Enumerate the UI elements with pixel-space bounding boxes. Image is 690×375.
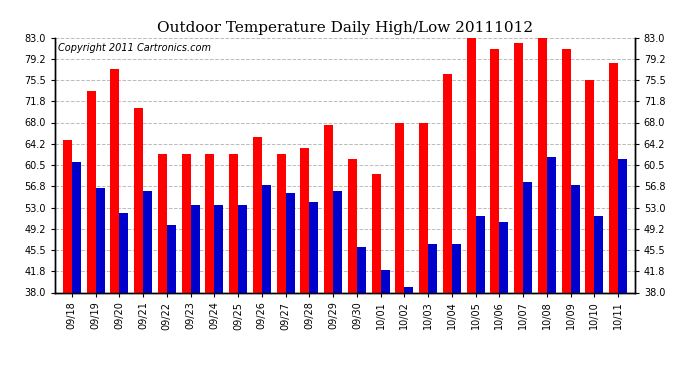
Bar [500,222,509,292]
Bar [63,140,72,292]
Bar [158,154,167,292]
Bar [585,80,594,292]
Bar [262,185,271,292]
Bar [190,205,199,292]
Bar [357,247,366,292]
Bar [277,154,286,292]
Bar [609,63,618,292]
Bar [571,185,580,292]
Title: Outdoor Temperature Daily High/Low 20111012: Outdoor Temperature Daily High/Low 20111… [157,21,533,35]
Bar [143,190,152,292]
Bar [395,123,404,292]
Bar [443,74,452,292]
Bar [229,154,238,292]
Bar [594,216,604,292]
Bar [86,92,96,292]
Bar [404,287,413,292]
Bar [72,162,81,292]
Bar [523,182,532,292]
Bar [562,49,571,292]
Bar [547,156,556,292]
Bar [348,159,357,292]
Bar [538,38,547,292]
Bar [119,213,128,292]
Bar [96,188,105,292]
Bar [618,159,627,292]
Bar [253,136,262,292]
Bar [134,108,143,292]
Bar [428,244,437,292]
Bar [452,244,461,292]
Bar [372,174,381,292]
Bar [324,125,333,292]
Bar [206,154,215,292]
Bar [475,216,484,292]
Bar [238,205,247,292]
Bar [419,123,428,292]
Bar [215,205,224,292]
Bar [286,194,295,292]
Bar [181,154,190,292]
Bar [110,69,119,292]
Bar [333,190,342,292]
Bar [381,270,390,292]
Bar [300,148,309,292]
Bar [491,49,500,292]
Bar [466,38,475,292]
Bar [514,43,523,292]
Bar [167,225,176,292]
Bar [309,202,318,292]
Text: Copyright 2011 Cartronics.com: Copyright 2011 Cartronics.com [58,43,211,52]
